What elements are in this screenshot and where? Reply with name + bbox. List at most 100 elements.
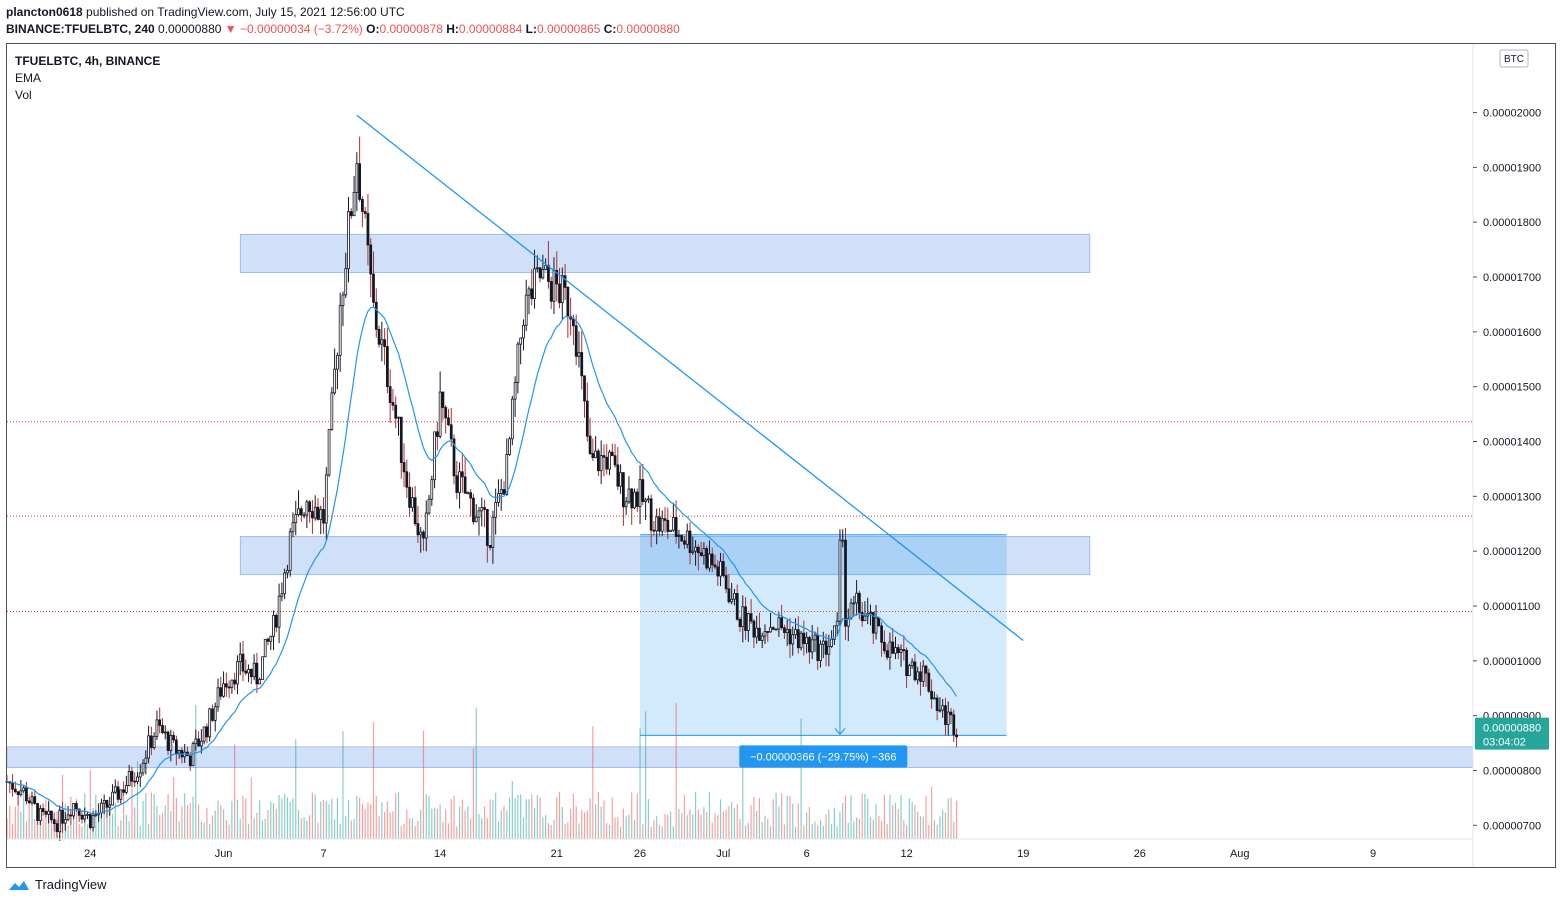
candle[interactable] (810, 639, 814, 653)
candle[interactable] (163, 731, 167, 734)
candle[interactable] (577, 352, 581, 357)
candle[interactable] (663, 518, 667, 521)
candle[interactable] (150, 735, 153, 749)
candle[interactable] (530, 288, 534, 299)
candle[interactable] (580, 352, 584, 377)
candle[interactable] (683, 540, 686, 545)
candle[interactable] (524, 294, 528, 326)
candle[interactable] (883, 641, 886, 652)
candle[interactable] (508, 438, 511, 455)
candle[interactable] (338, 305, 342, 356)
candle[interactable] (347, 211, 350, 270)
candle[interactable] (383, 339, 386, 347)
candle[interactable] (858, 592, 861, 613)
candle[interactable] (463, 476, 467, 494)
candle[interactable] (372, 273, 375, 303)
candle[interactable] (449, 424, 453, 440)
candle[interactable] (410, 497, 414, 508)
candle[interactable] (374, 301, 378, 330)
candle[interactable] (38, 808, 42, 821)
candle[interactable] (319, 509, 323, 520)
candle[interactable] (888, 641, 892, 658)
candle[interactable] (427, 498, 431, 514)
candle[interactable] (755, 627, 759, 638)
candle[interactable] (841, 539, 845, 542)
candle[interactable] (133, 780, 137, 783)
candle[interactable] (480, 507, 484, 512)
candle[interactable] (547, 264, 550, 282)
candle[interactable] (474, 516, 478, 523)
candle[interactable] (311, 511, 314, 519)
candle[interactable] (424, 512, 428, 539)
candle[interactable] (660, 518, 664, 532)
candle[interactable] (924, 665, 928, 674)
candle[interactable] (272, 614, 275, 637)
candle[interactable] (591, 453, 595, 459)
candle[interactable] (22, 787, 26, 792)
candle[interactable] (266, 638, 270, 642)
candle[interactable] (497, 493, 500, 503)
candle[interactable] (932, 697, 936, 700)
candle[interactable] (597, 450, 600, 472)
candle[interactable] (30, 796, 34, 804)
candle[interactable] (274, 614, 278, 628)
candle[interactable] (891, 641, 895, 654)
candle[interactable] (721, 561, 725, 576)
candle[interactable] (27, 800, 31, 804)
candle[interactable] (599, 455, 603, 472)
candle[interactable] (444, 407, 448, 419)
candle[interactable] (594, 450, 597, 459)
candle[interactable] (627, 488, 631, 503)
candle[interactable] (619, 472, 622, 487)
trend-line[interactable] (356, 114, 1024, 642)
candle[interactable] (291, 522, 295, 533)
candle[interactable] (227, 686, 231, 689)
legend-vol[interactable]: Vol (15, 88, 32, 102)
candle[interactable] (724, 575, 728, 590)
candle[interactable] (138, 772, 142, 778)
candle[interactable] (469, 492, 473, 499)
candle[interactable] (946, 711, 950, 725)
candle[interactable] (66, 814, 70, 820)
candle[interactable] (516, 343, 520, 383)
candle[interactable] (269, 635, 273, 642)
candle[interactable] (77, 808, 81, 816)
candle[interactable] (544, 264, 548, 270)
candle[interactable] (649, 498, 653, 531)
candle[interactable] (494, 502, 498, 518)
candle[interactable] (802, 632, 806, 644)
candle[interactable] (630, 488, 634, 509)
candle[interactable] (377, 328, 381, 345)
candle[interactable] (749, 613, 753, 622)
candle[interactable] (574, 325, 578, 357)
candle[interactable] (136, 776, 139, 782)
candle[interactable] (835, 620, 839, 627)
candle[interactable] (613, 455, 617, 466)
candle[interactable] (655, 516, 659, 532)
candle[interactable] (349, 211, 353, 217)
candle[interactable] (522, 324, 525, 339)
candle[interactable] (824, 640, 828, 655)
candle[interactable] (796, 629, 800, 649)
candle[interactable] (791, 634, 795, 645)
candle[interactable] (455, 475, 459, 493)
candle[interactable] (447, 417, 450, 426)
candle[interactable] (680, 535, 684, 542)
candle[interactable] (197, 738, 200, 747)
candle[interactable] (674, 517, 678, 537)
legend-symbol[interactable]: TFUELBTC, 4h, BINANCE (15, 54, 161, 68)
candle[interactable] (422, 531, 425, 539)
candle[interactable] (783, 627, 786, 634)
candle[interactable] (219, 687, 223, 697)
candle[interactable] (55, 823, 59, 833)
candle[interactable] (880, 625, 883, 643)
candle[interactable] (388, 386, 392, 403)
candle[interactable] (244, 670, 248, 674)
candle[interactable] (666, 519, 670, 532)
candle[interactable] (505, 454, 509, 495)
candle[interactable] (788, 629, 792, 645)
candle[interactable] (261, 656, 264, 680)
candle[interactable] (144, 757, 148, 764)
candle[interactable] (760, 635, 764, 641)
